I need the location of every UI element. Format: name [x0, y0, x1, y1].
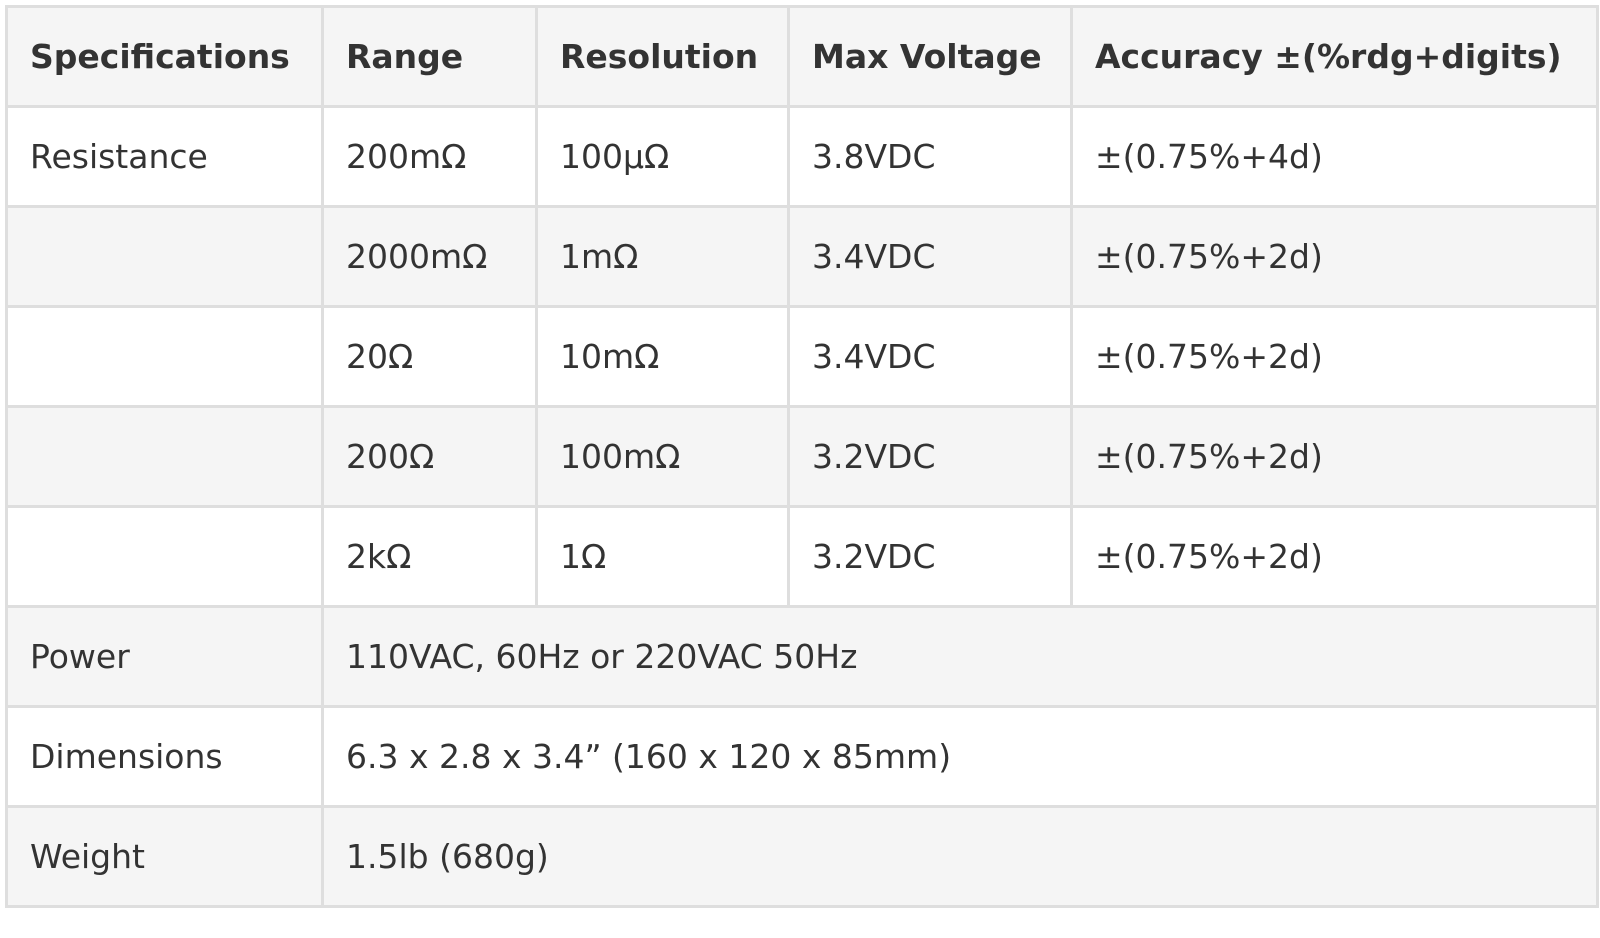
table-row: Weight 1.5lb (680g) [5, 805, 1599, 908]
header-cell: Resolution [535, 5, 790, 108]
table-row: 200Ω 100mΩ 3.2VDC ±(0.75%+2d) [5, 405, 1599, 508]
table-cell: 100μΩ [535, 105, 790, 208]
table-cell: 100mΩ [535, 405, 790, 508]
header-cell: Range [321, 5, 538, 108]
table-cell: 10mΩ [535, 305, 790, 408]
table-cell: 3.2VDC [787, 505, 1073, 608]
header-cell: Specifications [5, 5, 324, 108]
table-row: Specifications Range Resolution Max Voltage… [5, 5, 1599, 108]
table-cell [5, 205, 324, 308]
table-cell: 2000mΩ [321, 205, 538, 308]
table-cell [5, 305, 324, 408]
header-cell: Max Voltage [787, 5, 1073, 108]
table-cell: Resistance [5, 105, 324, 208]
table-row: 2000mΩ 1mΩ 3.4VDC ±(0.75%+2d) [5, 205, 1599, 308]
table-cell: 3.2VDC [787, 405, 1073, 508]
header-cell: Accuracy ±(%rdg+digits) [1070, 5, 1599, 108]
table-cell: 200mΩ [321, 105, 538, 208]
spec-table: Specifications Range Resolution Max Voltage… [5, 5, 1599, 908]
table-cell: ±(0.75%+2d) [1070, 305, 1599, 408]
table-cell: 110VAC, 60Hz or 220VAC 50Hz [321, 605, 1599, 708]
table-row: Power 110VAC, 60Hz or 220VAC 50Hz [5, 605, 1599, 708]
table-cell [5, 405, 324, 508]
table-cell: 2kΩ [321, 505, 538, 608]
table-cell: 3.4VDC [787, 205, 1073, 308]
table-cell: ±(0.75%+2d) [1070, 405, 1599, 508]
table-row: Resistance 200mΩ 100μΩ 3.8VDC ±(0.75%+4d) [5, 105, 1599, 208]
table-cell: ±(0.75%+4d) [1070, 105, 1599, 208]
table-cell: 1mΩ [535, 205, 790, 308]
table-cell: Weight [5, 805, 324, 908]
table-cell: 1.5lb (680g) [321, 805, 1599, 908]
table-cell [5, 505, 324, 608]
table-row: 2kΩ 1Ω 3.2VDC ±(0.75%+2d) [5, 505, 1599, 608]
table-cell: 6.3 x 2.8 x 3.4” (160 x 120 x 85mm) [321, 705, 1599, 808]
table-cell: ±(0.75%+2d) [1070, 505, 1599, 608]
table-cell: 1Ω [535, 505, 790, 608]
table-cell: Dimensions [5, 705, 324, 808]
table-cell: 200Ω [321, 405, 538, 508]
table-cell: 3.4VDC [787, 305, 1073, 408]
table-cell: Power [5, 605, 324, 708]
table-row: Dimensions 6.3 x 2.8 x 3.4” (160 x 120 x … [5, 705, 1599, 808]
table-cell: ±(0.75%+2d) [1070, 205, 1599, 308]
table-row: 20Ω 10mΩ 3.4VDC ±(0.75%+2d) [5, 305, 1599, 408]
table-cell: 20Ω [321, 305, 538, 408]
table-cell: 3.8VDC [787, 105, 1073, 208]
